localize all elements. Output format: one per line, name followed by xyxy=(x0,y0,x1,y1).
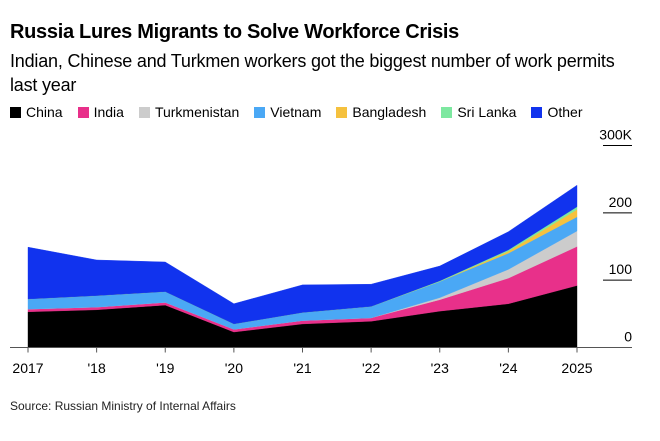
x-tick-label: 2017 xyxy=(12,360,43,376)
area-other xyxy=(27,184,578,325)
chart-title: Russia Lures Migrants to Solve Workforce… xyxy=(10,21,459,43)
x-tick-label: '21 xyxy=(293,360,311,376)
y-axis: 0 100 200 300K xyxy=(599,127,632,345)
legend-item-vietnam: Vietnam xyxy=(254,104,321,120)
y-tick-label: 200 xyxy=(609,194,633,210)
area-layers xyxy=(27,184,578,348)
legend-item-bangladesh: Bangladesh xyxy=(336,104,426,120)
x-tick-label: '20 xyxy=(225,360,243,376)
x-tick-label: '19 xyxy=(156,360,174,376)
y-tick-label: 300K xyxy=(599,127,632,143)
source-note: Source: Russian Ministry of Internal Aff… xyxy=(10,399,236,413)
legend-label-bangladesh: Bangladesh xyxy=(352,104,427,120)
legend-swatch-vietnam xyxy=(254,106,266,118)
legend-swatch-turkmenistan xyxy=(138,106,150,118)
legend-swatch-china xyxy=(10,106,21,118)
legend-item-turkmenistan: Turkmenistan xyxy=(138,104,240,120)
chart-subtitle: Indian, Chinese and Turkmen workers got … xyxy=(10,51,615,95)
y-tick-label: 0 xyxy=(624,329,632,345)
legend-swatch-sri-lanka xyxy=(441,106,453,118)
legend-label-china: China xyxy=(26,104,63,120)
x-tick-label: '22 xyxy=(362,360,380,376)
legend-swatch-other xyxy=(531,106,543,118)
legend-label-india: India xyxy=(93,104,124,120)
x-tick-label: '24 xyxy=(499,360,517,376)
legend-item-sri-lanka: Sri Lanka xyxy=(441,104,516,120)
x-tick-label: '18 xyxy=(88,360,106,376)
legend-label-other: Other xyxy=(547,104,583,120)
y-tick-label: 100 xyxy=(609,261,633,277)
x-tick-label: 2025 xyxy=(561,360,592,376)
legend-label-turkmenistan: Turkmenistan xyxy=(154,104,240,120)
legend-item-china: China xyxy=(10,104,63,120)
legend-item-india: India xyxy=(77,104,124,120)
legend-label-sri-lanka: Sri Lanka xyxy=(457,104,517,120)
x-axis: 2017 '18 '19 '20 '21 '22 '23 '24 2025 xyxy=(10,347,632,376)
legend-swatch-india xyxy=(77,106,89,118)
legend-label-vietnam: Vietnam xyxy=(270,104,322,120)
legend-item-other: Other xyxy=(531,104,582,120)
x-tick-label: '23 xyxy=(431,360,449,376)
legend: China India Turkmenistan Vietnam Banglad… xyxy=(10,104,597,120)
legend-swatch-bangladesh xyxy=(336,106,348,118)
